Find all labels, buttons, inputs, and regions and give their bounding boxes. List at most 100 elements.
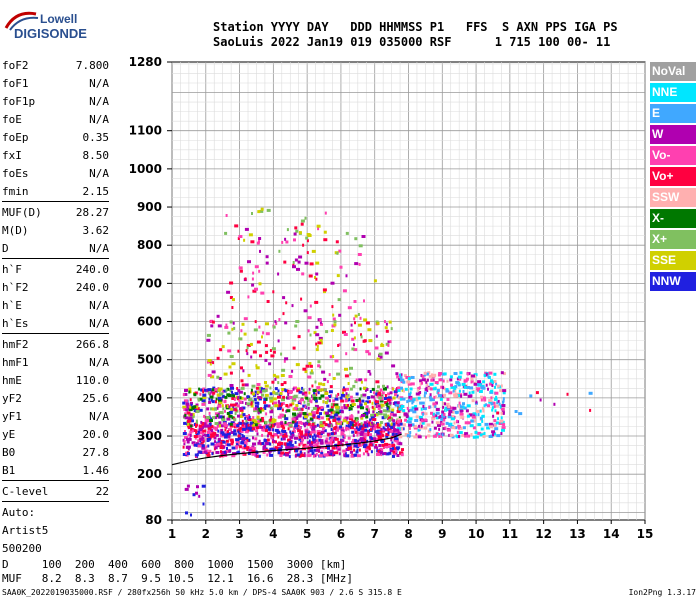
echo-point: [275, 375, 280, 379]
echo-point: [296, 267, 300, 271]
echo-point: [327, 424, 331, 428]
echo-point: [269, 406, 273, 410]
echo-point: [481, 406, 484, 410]
echo-point: [220, 450, 225, 454]
echo-point: [243, 317, 248, 321]
param-name: h`F2: [2, 281, 29, 294]
echo-point: [318, 336, 323, 340]
echo-point: [361, 427, 365, 431]
echo-point: [408, 423, 412, 427]
echo-point: [331, 305, 334, 309]
echo-point: [379, 410, 383, 414]
echo-point: [209, 395, 214, 399]
echo-point: [394, 439, 397, 443]
echo-point: [340, 431, 344, 435]
echo-point: [407, 399, 411, 403]
echo-point: [243, 446, 247, 450]
echo-point: [479, 416, 483, 420]
echo-point: [385, 409, 389, 413]
echo-point: [535, 391, 539, 395]
echo-point: [221, 404, 224, 408]
echo-point: [301, 272, 305, 276]
echo-point: [255, 364, 258, 368]
echo-point: [242, 413, 246, 417]
echo-point: [458, 401, 461, 405]
echo-point: [281, 388, 286, 391]
echo-point: [374, 414, 376, 417]
echo-point: [301, 392, 306, 396]
echo-point: [440, 394, 445, 398]
echo-point: [363, 443, 368, 447]
echo-point: [468, 391, 471, 395]
echo-point: [340, 442, 343, 446]
echo-point: [366, 420, 369, 423]
echo-point: [292, 346, 296, 350]
echo-point: [327, 450, 329, 454]
echo-point: [456, 430, 459, 434]
echo-point: [397, 418, 401, 422]
param-row: D N/A: [2, 240, 109, 258]
echo-point: [422, 405, 425, 408]
echo-point: [300, 398, 304, 402]
echo-point: [216, 375, 220, 379]
echo-point: [300, 434, 305, 438]
param-value: 7.800: [75, 59, 109, 72]
echo-point: [481, 415, 484, 418]
echo-point: [183, 421, 188, 425]
echo-point: [446, 379, 449, 383]
echo-point: [351, 337, 355, 341]
echo-point: [342, 388, 347, 392]
echo-point: [186, 422, 190, 426]
echo-point: [217, 415, 221, 419]
echo-point: [330, 329, 334, 332]
echo-point: [313, 391, 316, 395]
echo-point: [298, 443, 301, 447]
echo-point: [353, 300, 357, 303]
echo-point: [311, 422, 315, 426]
echo-point: [244, 227, 249, 231]
echo-point: [349, 421, 354, 424]
echo-point: [353, 428, 356, 431]
echo-point: [208, 400, 212, 404]
echo-point: [396, 441, 399, 445]
echo-point: [397, 396, 400, 400]
echo-point: [498, 422, 503, 425]
echo-point: [261, 389, 266, 393]
echo-point: [399, 422, 403, 426]
echo-point: [328, 373, 331, 377]
echo-point: [454, 385, 458, 389]
echo-point: [397, 389, 401, 392]
echo-point: [478, 390, 483, 393]
echo-point: [318, 396, 322, 400]
echo-point: [390, 422, 393, 426]
echo-point: [246, 402, 251, 406]
echo-point: [354, 237, 358, 241]
echo-point: [214, 416, 218, 420]
autoscaling-info: 500200: [2, 542, 42, 555]
echo-point: [340, 410, 344, 414]
echo-point: [359, 316, 362, 320]
echo-point: [251, 283, 255, 287]
echo-point: [182, 393, 185, 397]
echo-point: [332, 451, 336, 455]
param-row: h`E N/A: [2, 297, 109, 315]
echo-point: [379, 421, 383, 424]
echo-point: [488, 382, 492, 386]
echo-point: [431, 374, 436, 378]
echo-point: [269, 386, 272, 390]
echo-point: [221, 418, 226, 422]
echo-point: [294, 436, 298, 440]
echo-point: [260, 419, 265, 423]
echo-point: [209, 417, 213, 421]
echo-point: [438, 372, 443, 375]
echo-point: [314, 399, 318, 403]
echo-point: [243, 397, 247, 401]
echo-point: [387, 396, 392, 400]
echo-point: [388, 451, 392, 455]
echo-point: [258, 390, 263, 394]
echo-point: [388, 418, 392, 422]
echo-point: [431, 420, 434, 424]
echo-point: [186, 484, 190, 488]
echo-point: [232, 321, 235, 325]
echo-point: [262, 331, 265, 335]
